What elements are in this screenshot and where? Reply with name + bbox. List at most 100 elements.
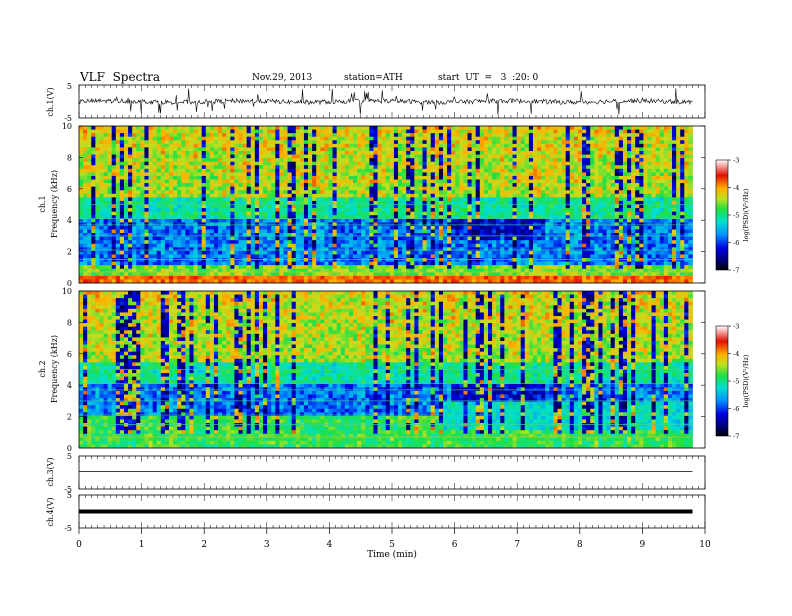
spectrogram-cell: [112, 155, 116, 159]
spectrogram-cell: [373, 229, 377, 233]
spectrogram-cell: [390, 229, 394, 233]
spectrogram-cell: [328, 244, 332, 248]
spectrogram-cell: [296, 183, 300, 187]
spectrogram-cell: [99, 126, 103, 130]
spectrogram-cell: [226, 251, 230, 255]
spectrogram-cell: [312, 155, 316, 159]
spectrogram-cell: [91, 165, 95, 169]
spectrogram-cell: [255, 247, 259, 251]
spectrogram-cell: [472, 172, 476, 176]
spectrogram-cell: [161, 197, 165, 201]
spectrogram-cell: [427, 208, 431, 212]
spectrogram-cell: [513, 254, 517, 258]
spectrogram-cell: [124, 272, 128, 276]
spectrogram-cell: [345, 251, 349, 255]
spectrogram-cell: [83, 147, 87, 151]
spectrogram-cell: [239, 126, 243, 130]
spectrogram-cell: [185, 137, 189, 141]
spectrogram-cell: [91, 155, 95, 159]
spectrogram-cell: [431, 147, 435, 151]
spectrogram-cell: [345, 222, 349, 226]
spectrogram-cell: [108, 197, 112, 201]
spectrogram-cell: [181, 126, 185, 130]
spectrogram-cell: [275, 251, 279, 255]
spectrogram-cell: [300, 233, 304, 237]
spectrogram-cell: [431, 229, 435, 233]
spectrogram-cell: [112, 187, 116, 191]
spectrogram-cell: [181, 276, 185, 280]
spectrogram-cell: [463, 240, 467, 244]
spectrogram-cell: [234, 251, 238, 255]
spectrogram-cell: [275, 133, 279, 137]
spectrogram-cell: [292, 140, 296, 144]
spectrogram-cell: [189, 190, 193, 194]
spectrogram-cell: [169, 208, 173, 212]
spectrogram-cell: [140, 197, 144, 201]
spectrogram-cell: [292, 272, 296, 276]
spectrogram-cell: [369, 229, 373, 233]
spectrogram-cell: [247, 130, 251, 134]
spectrogram-cell: [517, 190, 521, 194]
spectrogram-cell: [484, 187, 488, 191]
spectrogram-cell: [247, 165, 251, 169]
spectrogram-cell: [288, 212, 292, 216]
spectrogram-cell: [128, 276, 132, 280]
spectrogram-cell: [99, 197, 103, 201]
spectrogram-cell: [251, 190, 255, 194]
spectrogram-cell: [349, 244, 353, 248]
spectrogram-cell: [402, 272, 406, 276]
spectrogram-cell: [173, 126, 177, 130]
spectrogram-cell: [382, 169, 386, 173]
spectrogram-cell: [398, 251, 402, 255]
spectrogram-cell: [435, 165, 439, 169]
spectrogram-cell: [83, 208, 87, 212]
spectrogram-cell: [304, 272, 308, 276]
spectrogram-cell: [108, 251, 112, 255]
spectrogram-cell: [447, 276, 451, 280]
spectrogram-cell: [108, 258, 112, 262]
spectrogram-cell: [243, 212, 247, 216]
spectrogram-cell: [283, 137, 287, 141]
spectrogram-cell: [382, 226, 386, 230]
spectrogram-cell: [251, 158, 255, 162]
spectrogram-cell: [476, 222, 480, 226]
spectrogram-cell: [271, 126, 275, 130]
spectrogram-cell: [443, 219, 447, 223]
spectrogram-cell: [443, 229, 447, 233]
spectrogram-cell: [308, 262, 312, 266]
spectrogram-cell: [112, 222, 116, 226]
spectrogram-cell: [153, 176, 157, 180]
spectrogram-cell: [373, 222, 377, 226]
spectrogram-cell: [468, 158, 472, 162]
spectrogram-cell: [463, 254, 467, 258]
spectrogram-cell: [463, 222, 467, 226]
spectrogram-cell: [128, 197, 132, 201]
spectrogram-cell: [271, 251, 275, 255]
spectrogram-cell: [410, 205, 414, 209]
spectrogram-cell: [153, 240, 157, 244]
spectrogram-cell: [386, 212, 390, 216]
spectrogram-cell: [357, 169, 361, 173]
spectrogram-cell: [87, 176, 91, 180]
spectrogram-cell: [484, 140, 488, 144]
spectrogram-cell: [173, 272, 177, 276]
spectrogram-cell: [149, 151, 153, 155]
spectrogram-cell: [328, 126, 332, 130]
spectrogram-cell: [496, 208, 500, 212]
spectrogram-cell: [410, 158, 414, 162]
spectrogram-cell: [259, 208, 263, 212]
spectrogram-cell: [410, 244, 414, 248]
spectrogram-cell: [451, 126, 455, 130]
spectrogram-cell: [124, 276, 128, 280]
spectrogram-cell: [251, 172, 255, 176]
spectrogram-cell: [271, 237, 275, 241]
spectrogram-cell: [218, 158, 222, 162]
spectrogram-cell: [328, 265, 332, 269]
spectrogram-cell: [365, 258, 369, 262]
spectrogram-cell: [333, 194, 337, 198]
spectrogram-cell: [361, 197, 365, 201]
spectrogram-cell: [247, 205, 251, 209]
spectrogram-cell: [255, 262, 259, 266]
spectrogram-cell: [153, 244, 157, 248]
spectrogram-cell: [149, 240, 153, 244]
